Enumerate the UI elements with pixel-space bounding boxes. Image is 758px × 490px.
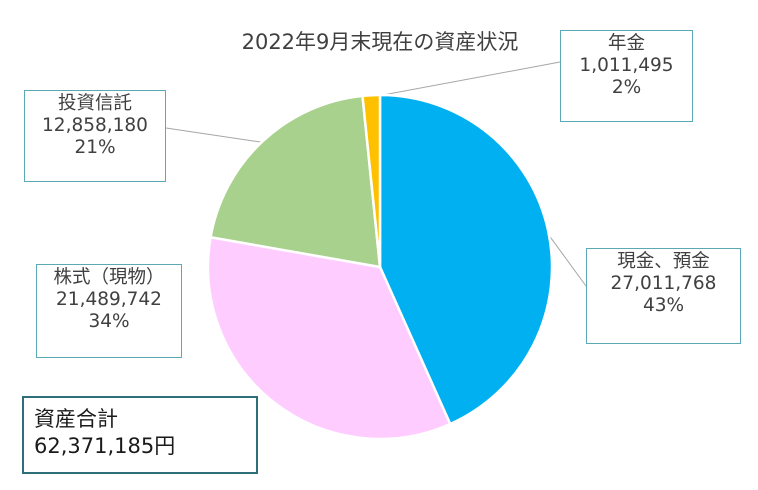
slice-percent-label: 43% — [642, 295, 685, 316]
slice-value-label: 27,011,768 — [610, 273, 717, 294]
leader-line — [165, 127, 265, 144]
slice-name-label: 現金、預金 — [617, 251, 710, 272]
total-assets-label: 資産合計 — [34, 407, 118, 431]
slice-stocks — [206, 235, 452, 441]
label-box-investment-trusts: 投資信託 12,858,180 21% — [24, 90, 166, 182]
slice-name-label: 投資信託 — [57, 93, 132, 114]
total-assets-value: 62,371,185円 — [34, 434, 176, 458]
chart-title: 2022年9月末現在の資産状況 — [241, 30, 519, 54]
leader-line — [371, 61, 561, 98]
slice-percent-label: 2% — [611, 77, 642, 98]
slice-investment-trusts — [209, 94, 382, 269]
leader-line — [545, 231, 587, 287]
label-box-pension: 年金 1,011,495 2% — [560, 30, 693, 122]
slice-cash-deposits — [378, 93, 554, 426]
label-box-cash-deposits: 現金、預金 27,011,768 43% — [586, 248, 741, 344]
slice-percent-label: 21% — [74, 137, 116, 158]
slice-value-label: 12,858,180 — [42, 115, 148, 136]
slice-pension — [361, 93, 382, 268]
total-assets-box: 資産合計 62,371,185円 — [22, 396, 258, 474]
slice-name-label: 年金 — [607, 33, 645, 54]
slice-value-label: 1,011,495 — [579, 55, 674, 76]
label-box-stocks: 株式（現物） 21,489,742 34% — [36, 264, 182, 358]
slice-percent-label: 34% — [88, 311, 130, 332]
slice-name-label: 株式（現物） — [53, 267, 165, 288]
slice-value-label: 21,489,742 — [56, 289, 162, 310]
